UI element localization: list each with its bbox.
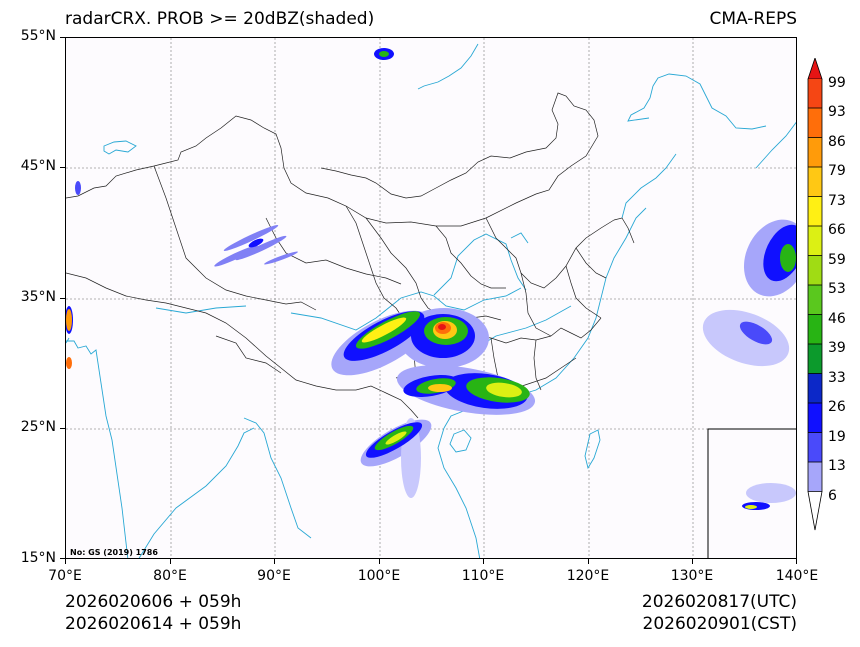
x-tick-130e: 130°E [670,568,714,584]
valid-time-cst: 2026020901(CST) [642,614,797,634]
x-tickmark [274,559,275,564]
y-tick-25n: 25°N [20,419,56,435]
x-tickmark [65,559,66,564]
map-approval-note: No: GS (2019) 1786 [70,548,158,557]
colorbar-label: 66 [828,222,846,238]
colorbar [806,56,824,532]
x-tickmark [170,559,171,564]
colorbar-label: 19 [828,429,846,445]
x-tick-90e: 90°E [257,568,291,584]
colorbar-label: 86 [828,134,846,150]
colorbar-label: 53 [828,281,846,297]
map-plot-area: No: GS (2019) 1786 [65,37,797,559]
y-tick-55n: 55°N [20,28,56,44]
y-tick-35n: 35°N [20,289,56,305]
valid-time-utc: 2026020817(UTC) [641,592,797,612]
x-tick-100e: 100°E [357,568,401,584]
map-canvas [66,38,796,558]
gridlines [66,38,796,558]
y-tick-45n: 45°N [20,158,56,174]
colorbar-label: 26 [828,399,846,415]
y-tickmark [60,558,65,559]
x-tick-80e: 80°E [153,568,187,584]
colorbar-label: 79 [828,163,846,179]
x-tick-70e: 70°E [48,568,82,584]
x-tickmark [692,559,693,564]
y-tickmark [60,167,65,168]
inset-frame [707,428,796,558]
x-tickmark [588,559,589,564]
probability-shading [66,48,796,510]
x-tick-120e: 120°E [566,568,610,584]
init-time-cst: 2026020614 + 059h [65,614,242,634]
colorbar-label: 6 [828,488,837,504]
colorbar-label: 93 [828,104,846,120]
x-tick-140e: 140°E [775,568,819,584]
colorbar-label: 13 [828,458,846,474]
colorbar-label: 73 [828,193,846,209]
chart-title: radarCRX. PROB >= 20dBZ(shaded) [65,9,375,29]
y-tick-15n: 15°N [20,550,56,566]
colorbar-label: 33 [828,370,846,386]
init-time-utc: 2026020606 + 059h [65,592,242,612]
colorbar-label: 59 [828,252,846,268]
coastlines [66,43,796,558]
model-name: CMA-REPS [709,9,797,29]
y-tickmark [60,298,65,299]
colorbar-label: 39 [828,340,846,356]
colorbar-label: 46 [828,311,846,327]
x-tick-110e: 110°E [461,568,505,584]
x-tickmark [483,559,484,564]
colorbar-label: 99 [828,75,846,91]
colorbar-graphic [807,56,823,531]
y-tickmark [60,428,65,429]
x-tickmark [379,559,380,564]
y-tickmark [60,37,65,38]
x-tickmark [796,559,797,564]
